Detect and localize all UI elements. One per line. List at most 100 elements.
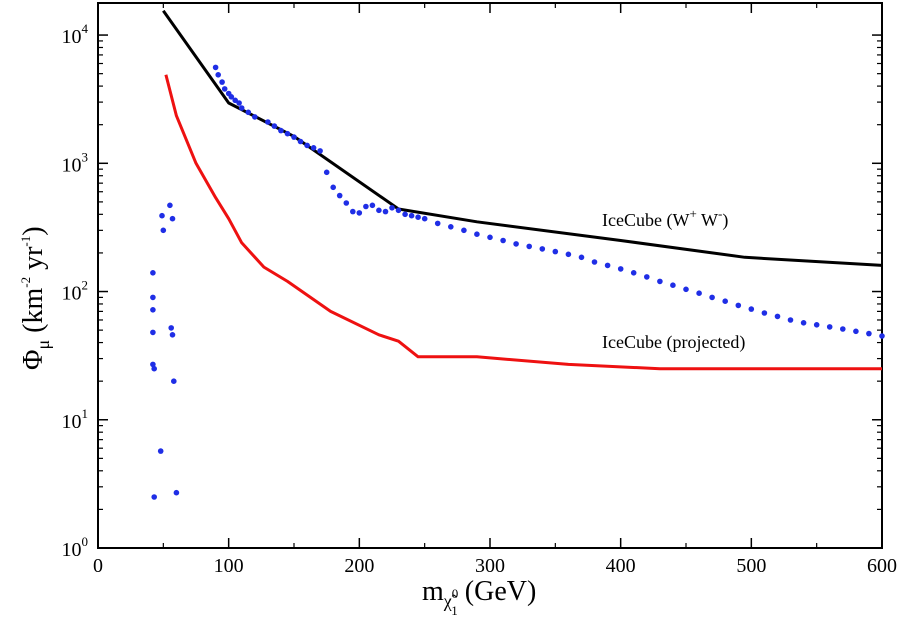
data-point bbox=[526, 243, 532, 250]
data-point bbox=[150, 329, 156, 336]
series-lines bbox=[162, 9, 883, 371]
series-line bbox=[164, 74, 882, 371]
data-point bbox=[278, 127, 284, 134]
data-point bbox=[670, 282, 676, 289]
data-point bbox=[376, 207, 382, 214]
data-point bbox=[304, 142, 310, 149]
data-point bbox=[722, 298, 728, 305]
data-point bbox=[879, 333, 885, 339]
data-point bbox=[150, 294, 156, 301]
data-point bbox=[212, 64, 219, 71]
x-tick-label: 600 bbox=[867, 555, 897, 577]
data-point bbox=[215, 72, 221, 78]
data-point bbox=[840, 326, 846, 332]
data-point bbox=[813, 322, 820, 328]
annotation-icecube-projected: IceCube (projected) bbox=[602, 332, 745, 353]
data-point bbox=[356, 210, 363, 216]
data-point bbox=[408, 212, 415, 219]
data-point bbox=[395, 207, 402, 214]
data-point bbox=[866, 330, 872, 337]
data-point bbox=[168, 325, 174, 331]
data-point bbox=[774, 313, 781, 320]
data-point bbox=[317, 148, 323, 154]
data-point bbox=[291, 134, 297, 140]
data-point bbox=[252, 114, 258, 120]
data-point bbox=[513, 241, 519, 247]
y-tick-label: 102 bbox=[62, 278, 89, 305]
data-point bbox=[236, 100, 242, 106]
data-point bbox=[382, 208, 389, 215]
data-point bbox=[369, 202, 376, 209]
data-point bbox=[500, 237, 506, 244]
data-point bbox=[421, 215, 428, 222]
data-point bbox=[617, 266, 624, 272]
data-point bbox=[800, 320, 807, 326]
data-point bbox=[245, 109, 252, 116]
x-tick-label: 500 bbox=[736, 555, 766, 577]
data-point bbox=[150, 361, 156, 368]
series-line bbox=[162, 9, 883, 267]
y-tick-label: 104 bbox=[62, 21, 89, 48]
data-point bbox=[657, 278, 663, 285]
data-point bbox=[363, 203, 369, 210]
x-tick-label: 400 bbox=[606, 555, 636, 577]
data-point bbox=[160, 227, 167, 234]
y-tick-label: 100 bbox=[62, 534, 89, 561]
data-point bbox=[323, 169, 330, 176]
data-point bbox=[389, 205, 395, 211]
series-points bbox=[150, 64, 885, 500]
data-point bbox=[219, 79, 225, 85]
data-point bbox=[415, 214, 421, 220]
data-point bbox=[644, 274, 650, 280]
x-tick-label: 0 bbox=[93, 555, 103, 577]
data-point bbox=[709, 294, 715, 301]
data-point bbox=[151, 494, 157, 500]
x-tick-label: 200 bbox=[344, 555, 374, 577]
x-axis-title: mχ̃0 1 (GeV) bbox=[422, 576, 536, 618]
data-point bbox=[448, 224, 454, 230]
data-point bbox=[696, 290, 702, 297]
data-point bbox=[167, 202, 173, 209]
x-tick-label: 100 bbox=[214, 555, 244, 577]
y-tick-label: 101 bbox=[62, 406, 89, 433]
x-tick-label: 300 bbox=[475, 555, 505, 577]
data-point bbox=[748, 306, 755, 312]
data-point bbox=[169, 215, 176, 222]
data-point bbox=[330, 184, 337, 191]
y-tick-label: 103 bbox=[62, 149, 89, 176]
data-point bbox=[157, 448, 164, 454]
data-point bbox=[350, 208, 356, 215]
data-point bbox=[461, 227, 467, 234]
data-point bbox=[265, 119, 271, 125]
data-point bbox=[630, 270, 637, 276]
annotation-icecube-ww: IceCube (W+ W-) bbox=[602, 206, 728, 231]
data-point bbox=[578, 254, 585, 261]
data-point bbox=[159, 212, 165, 219]
data-point bbox=[150, 270, 156, 276]
data-point bbox=[826, 324, 833, 330]
data-point bbox=[271, 123, 278, 129]
data-point bbox=[683, 286, 689, 293]
data-point bbox=[238, 105, 245, 111]
data-point bbox=[787, 317, 794, 323]
data-point bbox=[761, 310, 768, 316]
axis-ticks bbox=[97, 3, 883, 549]
data-point bbox=[169, 332, 176, 338]
data-point bbox=[221, 86, 228, 92]
data-point bbox=[232, 97, 238, 104]
x-tick-labels: 0 100 200 300 400 500 600 bbox=[93, 555, 897, 577]
data-point bbox=[487, 234, 493, 241]
data-point bbox=[853, 328, 859, 335]
data-point bbox=[474, 231, 480, 237]
data-point bbox=[284, 130, 291, 137]
data-point bbox=[297, 138, 304, 145]
data-point bbox=[434, 220, 441, 227]
data-point bbox=[565, 251, 572, 258]
data-point bbox=[402, 211, 408, 218]
data-point bbox=[604, 262, 611, 269]
data-point bbox=[539, 246, 546, 252]
data-point bbox=[310, 145, 317, 151]
data-point bbox=[343, 200, 350, 206]
data-point bbox=[150, 307, 156, 313]
data-point bbox=[228, 94, 235, 100]
